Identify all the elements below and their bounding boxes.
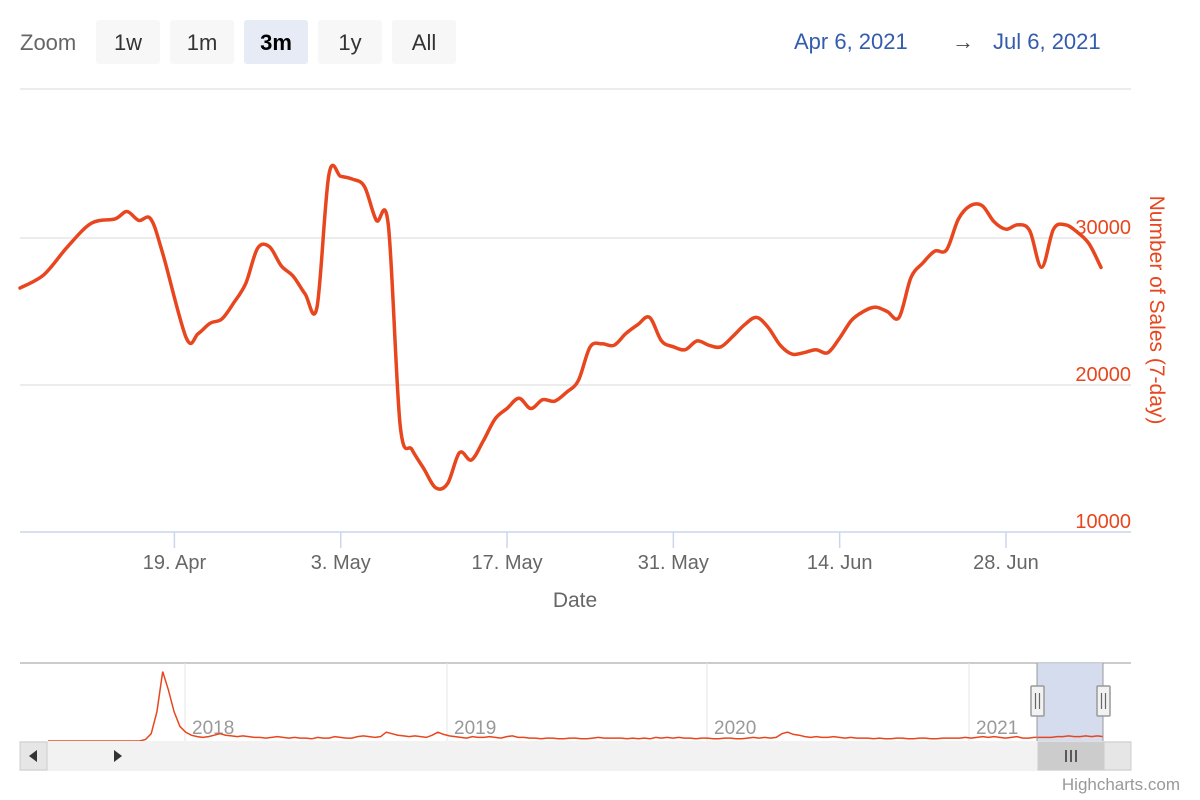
navigator-series-line — [48, 671, 1104, 742]
scrollbar-track[interactable] — [20, 741, 1131, 771]
navigator-year-label: 2019 — [454, 718, 496, 739]
zoom-button-label: 1m — [187, 30, 218, 55]
navigator-year-label: 2020 — [714, 718, 756, 739]
zoom-button-1m[interactable]: 1m — [170, 20, 234, 64]
zoom-button-1y[interactable]: 1y — [318, 20, 382, 64]
x-tick-label: 3. May — [311, 552, 371, 574]
range-to-date[interactable]: Jul 6, 2021 — [993, 29, 1101, 54]
x-tick-label: 19. Apr — [143, 552, 207, 574]
navigator-year-labels: 2018 2019 2020 2021 — [184, 663, 1018, 741]
zoom-button-label: 3m — [260, 30, 292, 55]
zoom-button-group: 1w 1m 3m 1y All — [96, 20, 456, 64]
y-axis-title: Number of Sales (7-day) — [1145, 196, 1168, 425]
scrollbar-right-button[interactable] — [114, 741, 1132, 771]
navigator-left-handle[interactable] — [1030, 685, 1045, 717]
navigator-right-handle[interactable] — [1096, 685, 1111, 717]
y-tick-label: 20000 — [1075, 364, 1131, 386]
zoom-label: Zoom — [20, 30, 76, 55]
y-axis-labels: 10000 20000 30000 — [1075, 217, 1131, 533]
series-line-sales — [18, 163, 1103, 491]
x-tick-label: 14. Jun — [807, 552, 873, 574]
zoom-button-label: All — [412, 30, 436, 55]
x-tick-label: 31. May — [638, 552, 709, 574]
zoom-button-1w[interactable]: 1w — [96, 20, 160, 64]
x-axis-ticks: 19. Apr 3. May 17. May 31. May 14. Jun 28. Ju… — [143, 532, 1039, 574]
credits-link[interactable]: Highcharts.com — [1062, 775, 1180, 794]
navigator-year-label: 2018 — [192, 718, 234, 739]
range-arrow: → — [952, 29, 974, 54]
x-tick-label: 28. Jun — [973, 552, 1039, 574]
x-axis-title: Date — [553, 589, 597, 612]
navigator-year-label: 2021 — [976, 718, 1018, 739]
zoom-button-label: 1w — [114, 30, 142, 55]
zoom-button-label: 1y — [338, 30, 361, 55]
scrollbar-left-button[interactable] — [19, 741, 48, 771]
arrow-left-icon — [29, 750, 37, 762]
zoom-button-all[interactable]: All — [392, 20, 456, 64]
x-tick-label: 17. May — [471, 552, 542, 574]
zoom-button-3m[interactable]: 3m — [244, 20, 308, 64]
y-tick-label: 30000 — [1075, 217, 1131, 239]
arrow-right-icon — [114, 750, 122, 762]
range-from-date[interactable]: Apr 6, 2021 — [794, 29, 908, 54]
y-gridlines — [20, 237, 1131, 386]
scrollbar-thumb[interactable] — [1037, 741, 1105, 771]
navigator-selection-mask[interactable] — [1037, 663, 1103, 741]
y-tick-label: 10000 — [1075, 511, 1131, 533]
